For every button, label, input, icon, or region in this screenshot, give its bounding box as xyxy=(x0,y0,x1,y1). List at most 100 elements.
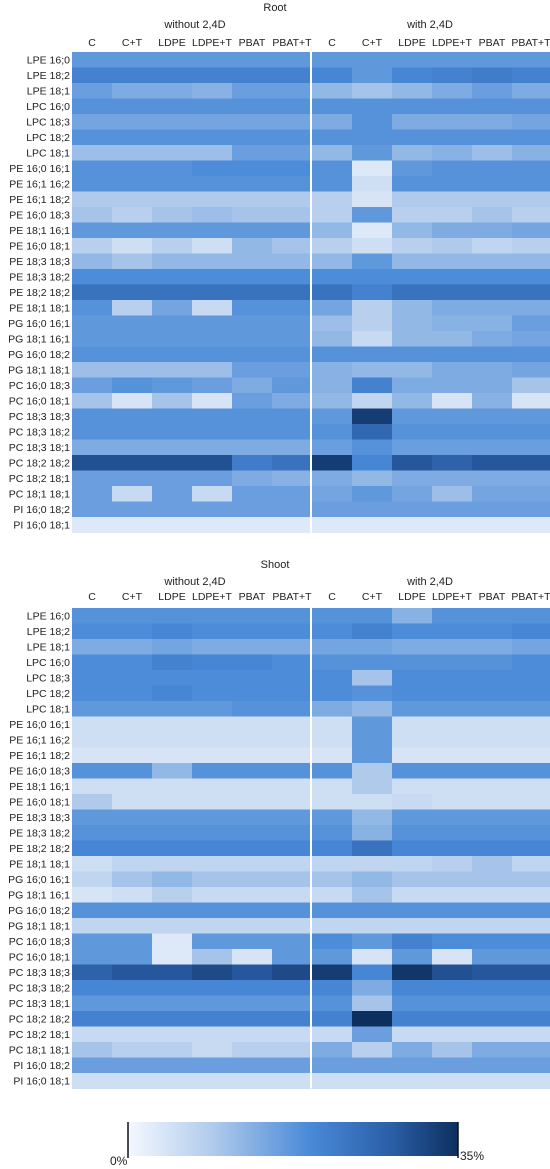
heatmap-cell xyxy=(72,1011,113,1027)
heatmap-cell xyxy=(312,408,353,425)
row-label: LPC 16;0 xyxy=(26,101,70,113)
heatmap-cell xyxy=(272,1073,313,1089)
heatmap-cell xyxy=(152,52,193,68)
column-label: PBAT xyxy=(479,591,506,603)
heatmap-cell xyxy=(392,1042,433,1058)
heatmap-cell xyxy=(392,222,433,239)
heatmap-cell xyxy=(152,980,193,996)
heatmap-cell xyxy=(392,52,433,68)
heatmap-cell xyxy=(512,747,550,764)
heatmap-cell xyxy=(512,346,550,363)
heatmap-cell xyxy=(352,794,393,810)
heatmap-cell xyxy=(192,778,233,795)
heatmap-cell xyxy=(232,470,273,487)
heatmap-cell xyxy=(192,145,233,161)
heatmap-cell xyxy=(312,176,353,192)
heatmap-cell xyxy=(232,486,273,502)
heatmap-cell xyxy=(312,701,353,717)
heatmap-cell xyxy=(232,98,273,115)
heatmap-cell xyxy=(152,424,193,440)
row-label: PE 16;1 16;2 xyxy=(9,178,70,190)
heatmap-cell xyxy=(312,778,353,795)
heatmap-cell xyxy=(312,685,353,702)
heatmap-cell xyxy=(72,732,113,748)
heatmap-cell xyxy=(392,393,433,409)
heatmap-cell xyxy=(72,623,113,640)
heatmap-cell xyxy=(312,501,353,518)
panel-title: Shoot xyxy=(261,559,290,571)
heatmap-cell xyxy=(432,470,473,487)
heatmap-cell xyxy=(392,840,433,857)
heatmap-cell xyxy=(352,238,393,254)
heatmap-cell xyxy=(352,1057,393,1074)
heatmap-cell xyxy=(152,623,193,640)
heatmap-cell xyxy=(392,176,433,192)
heatmap-cell xyxy=(272,995,313,1012)
heatmap-cell xyxy=(392,701,433,717)
heatmap-cell xyxy=(472,129,513,146)
heatmap-cell xyxy=(232,424,273,440)
heatmap-cell xyxy=(192,315,233,332)
heatmap-cell xyxy=(312,470,353,487)
heatmap-cell xyxy=(352,331,393,347)
heatmap-cell xyxy=(512,623,550,640)
heatmap-cell xyxy=(72,300,113,316)
heatmap-cell xyxy=(72,517,113,533)
column-label: C+T xyxy=(362,37,383,49)
heatmap-cell xyxy=(152,1011,193,1027)
heatmap-cell xyxy=(432,253,473,270)
heatmap-cell xyxy=(512,856,550,872)
heatmap-cell xyxy=(352,424,393,440)
heatmap-cell xyxy=(272,716,313,733)
heatmap-cell xyxy=(512,902,550,919)
heatmap-cell xyxy=(72,145,113,161)
heatmap-cell xyxy=(352,362,393,378)
heatmap-cell xyxy=(272,980,313,996)
heatmap-cell xyxy=(272,269,313,285)
row-label: PC 18;3 18;3 xyxy=(9,967,70,979)
heatmap-cell xyxy=(472,176,513,192)
heatmap-cell xyxy=(392,995,433,1012)
heatmap-cell xyxy=(512,315,550,332)
heatmap-cell xyxy=(112,918,153,934)
heatmap-cell xyxy=(272,114,313,130)
heatmap-cell xyxy=(432,732,473,748)
heatmap-cell xyxy=(192,670,233,686)
row-label: LPC 18;2 xyxy=(26,132,70,144)
row-label: PE 16;0 16;1 xyxy=(9,163,70,175)
heatmap-cell xyxy=(272,439,313,456)
heatmap-cell xyxy=(512,732,550,748)
heatmap-cell xyxy=(312,191,353,208)
heatmap-cell xyxy=(392,253,433,270)
heatmap-cell xyxy=(232,346,273,363)
heatmap-cell xyxy=(152,732,193,748)
heatmap-cell xyxy=(392,284,433,301)
heatmap-cell xyxy=(232,825,273,841)
heatmap-cell xyxy=(392,129,433,146)
heatmap-cell xyxy=(392,778,433,795)
heatmap-cell xyxy=(312,238,353,254)
heatmap-cell xyxy=(72,253,113,270)
heatmap-cell xyxy=(312,716,353,733)
heatmap-cell xyxy=(432,315,473,332)
heatmap-cell xyxy=(312,964,353,981)
heatmap-cell xyxy=(432,517,473,533)
heatmap-cell xyxy=(312,439,353,456)
heatmap-cell xyxy=(392,825,433,841)
row-label: PG 18;1 18;1 xyxy=(8,364,70,376)
heatmap-cell xyxy=(392,362,433,378)
column-label: C+T xyxy=(362,591,383,603)
heatmap-cell xyxy=(392,346,433,363)
heatmap-cell xyxy=(312,1026,353,1043)
heatmap-cell xyxy=(192,517,233,533)
heatmap-cell xyxy=(512,840,550,857)
heatmap-cell xyxy=(272,763,313,779)
group-label: with 2,4D xyxy=(406,19,453,31)
column-label: PBAT+T xyxy=(272,591,312,603)
heatmap-cell xyxy=(152,933,193,950)
row-label: PI 16;0 18;1 xyxy=(13,519,70,531)
heatmap-cell xyxy=(272,455,313,471)
heatmap-cell xyxy=(192,639,233,655)
heatmap-cell xyxy=(72,856,113,872)
heatmap-cell xyxy=(232,763,273,779)
